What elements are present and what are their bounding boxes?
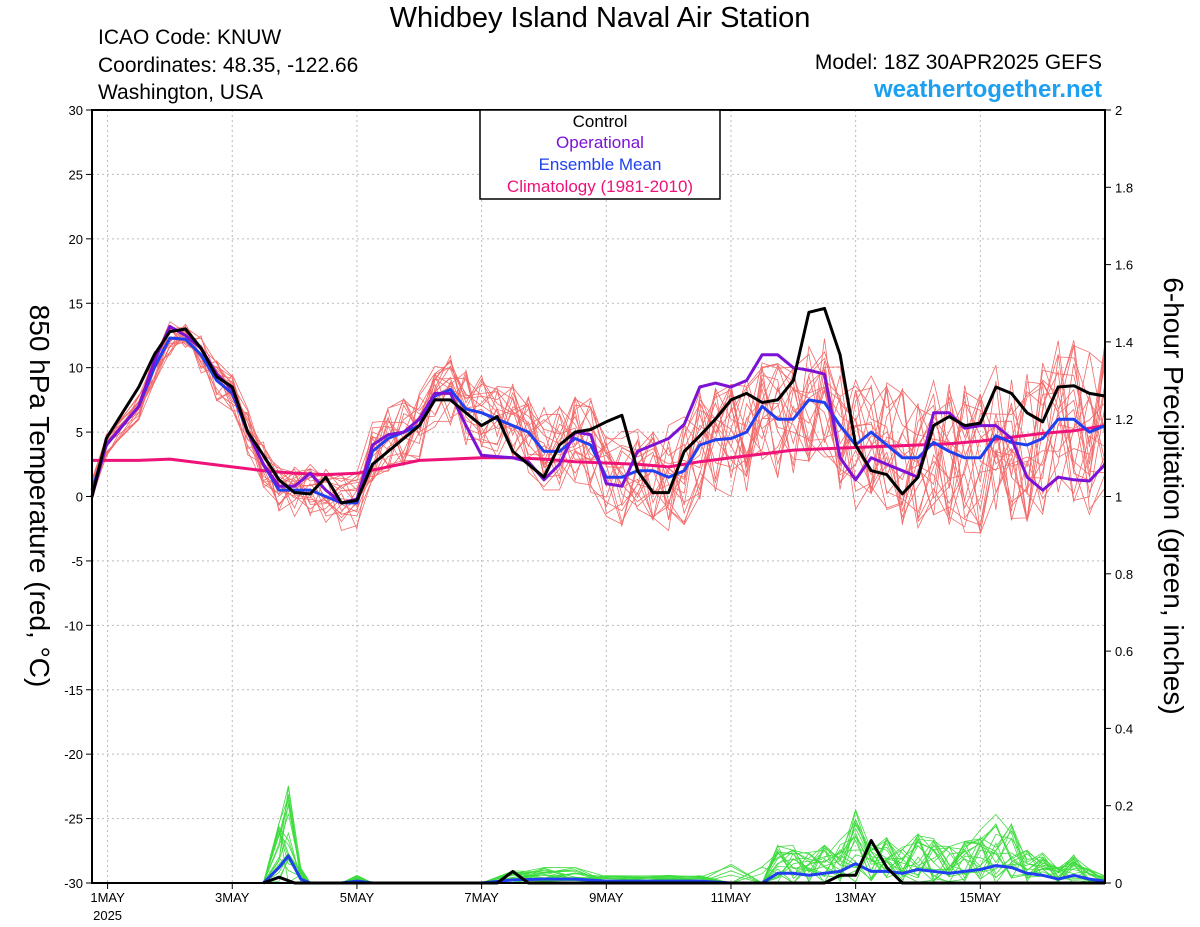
icao-code: ICAO Code: KNUW (98, 26, 282, 49)
ensemble-member-temp-line (91, 337, 1106, 528)
x-tick-sublabel: 2025 (93, 908, 122, 923)
x-tick-label: 1MAY (90, 890, 125, 905)
region-label: Washington, USA (98, 81, 263, 104)
ensemble-member-temp-line (91, 332, 1106, 523)
legend-climatology: Climatology (1981-2010) (507, 177, 693, 196)
left-tick-label: -15 (64, 683, 83, 698)
left-tick-label: 20 (69, 232, 83, 247)
right-tick-label: 0.2 (1115, 799, 1133, 814)
right-tick-label: 2 (1115, 103, 1122, 118)
ensemble-members-layer (91, 321, 1106, 884)
operational-temp-line (90, 324, 1107, 505)
x-tick-label: 3MAY (215, 890, 250, 905)
left-tick-label: -30 (64, 876, 83, 891)
left-tick-label: 5 (76, 425, 83, 440)
ensemble-member-temp-line (91, 325, 1106, 521)
left-tick-label: 10 (69, 361, 83, 376)
ensemble-member-temp-line (91, 325, 1106, 531)
ensemble-mean-temp-line (90, 336, 1106, 505)
left-tick-label: -20 (64, 747, 83, 762)
model-run-label: Model: 18Z 30APR2025 GEFS (814, 51, 1102, 74)
ensemble-member-precip-line (263, 825, 1106, 884)
coordinates: Coordinates: 48.35, -122.66 (98, 54, 359, 77)
ensemble-member-temp-line (91, 337, 1106, 524)
x-tick-label: 15MAY (959, 890, 1001, 905)
ensemble-member-temp-line (91, 323, 1106, 527)
legend-operational: Operational (556, 133, 644, 152)
left-tick-label: 15 (69, 296, 83, 311)
x-tick-label: 13MAY (835, 890, 877, 905)
right-tick-label: 0 (1115, 876, 1122, 891)
x-tick-label: 5MAY (340, 890, 375, 905)
left-axis-label: 850 hPa Temperature (red, °C) (24, 305, 55, 688)
right-tick-label: 1.6 (1115, 258, 1133, 273)
ensemble-member-temp-line (91, 327, 1106, 523)
right-tick-label: 0.6 (1115, 644, 1133, 659)
left-tick-label: 25 (69, 167, 83, 182)
ensemble-member-precip-line (263, 818, 1106, 884)
left-tick-label: 30 (69, 103, 83, 118)
ensemble-member-temp-line (91, 337, 1106, 533)
ensemble-member-precip-line (263, 829, 1106, 884)
x-tick-label: 9MAY (589, 890, 624, 905)
right-tick-label: 0.8 (1115, 567, 1133, 582)
ensemble-member-temp-line (91, 328, 1106, 530)
right-tick-label: 1.4 (1115, 335, 1133, 350)
ensemble-member-temp-line (91, 321, 1106, 514)
x-tick-label: 7MAY (464, 890, 499, 905)
left-tick-label: 0 (76, 490, 83, 505)
left-tick-label: -25 (64, 812, 83, 827)
right-tick-label: 1.2 (1115, 412, 1133, 427)
site-link[interactable]: weathertogether.net (873, 76, 1102, 103)
legend-box (479, 109, 721, 200)
ensemble-member-precip-line (263, 818, 1106, 884)
left-tick-label: -5 (71, 554, 83, 569)
chart-title: Whidbey Island Naval Air Station (389, 2, 811, 34)
right-tick-label: 1.8 (1115, 180, 1133, 195)
legend-ensemble-mean: Ensemble Mean (539, 155, 662, 174)
series-layer (90, 306, 1107, 885)
legend-control: Control (573, 112, 628, 131)
control-temp-line (90, 306, 1106, 505)
right-tick-label: 0.4 (1115, 721, 1133, 736)
ensemble-member-precip-line (263, 824, 1106, 884)
legend: Control Operational Ensemble Mean Climat… (479, 109, 721, 200)
ticks-layer: 302520151050-5-10-15-20-25-3021.81.61.41… (64, 103, 1133, 923)
x-tick-label: 11MAY (711, 890, 752, 905)
right-axis-label: 6-hour Precipitation (green, inches) (1158, 277, 1189, 714)
right-tick-label: 1 (1115, 490, 1122, 505)
left-tick-label: -10 (64, 618, 83, 633)
ensemble-member-precip-line (263, 844, 1106, 884)
